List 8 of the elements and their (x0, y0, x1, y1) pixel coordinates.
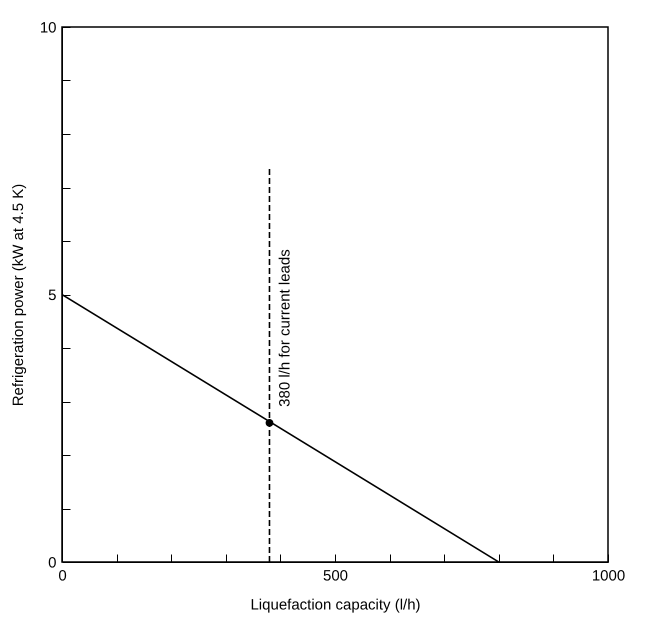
x-tick-label: 500 (322, 568, 348, 584)
y-tick-label: 5 (48, 287, 56, 304)
y-tick-label: 0 (48, 554, 56, 572)
x-axis-title: Liquefaction capacity (l/h) (250, 596, 421, 614)
annotation: 380 l/h for current leads (276, 249, 294, 407)
y-axis-title: Refrigeration power (kW at 4.5 K) (10, 184, 27, 406)
y-tick-label: 10 (40, 20, 56, 36)
x-tick-label: 1000 (592, 568, 626, 584)
